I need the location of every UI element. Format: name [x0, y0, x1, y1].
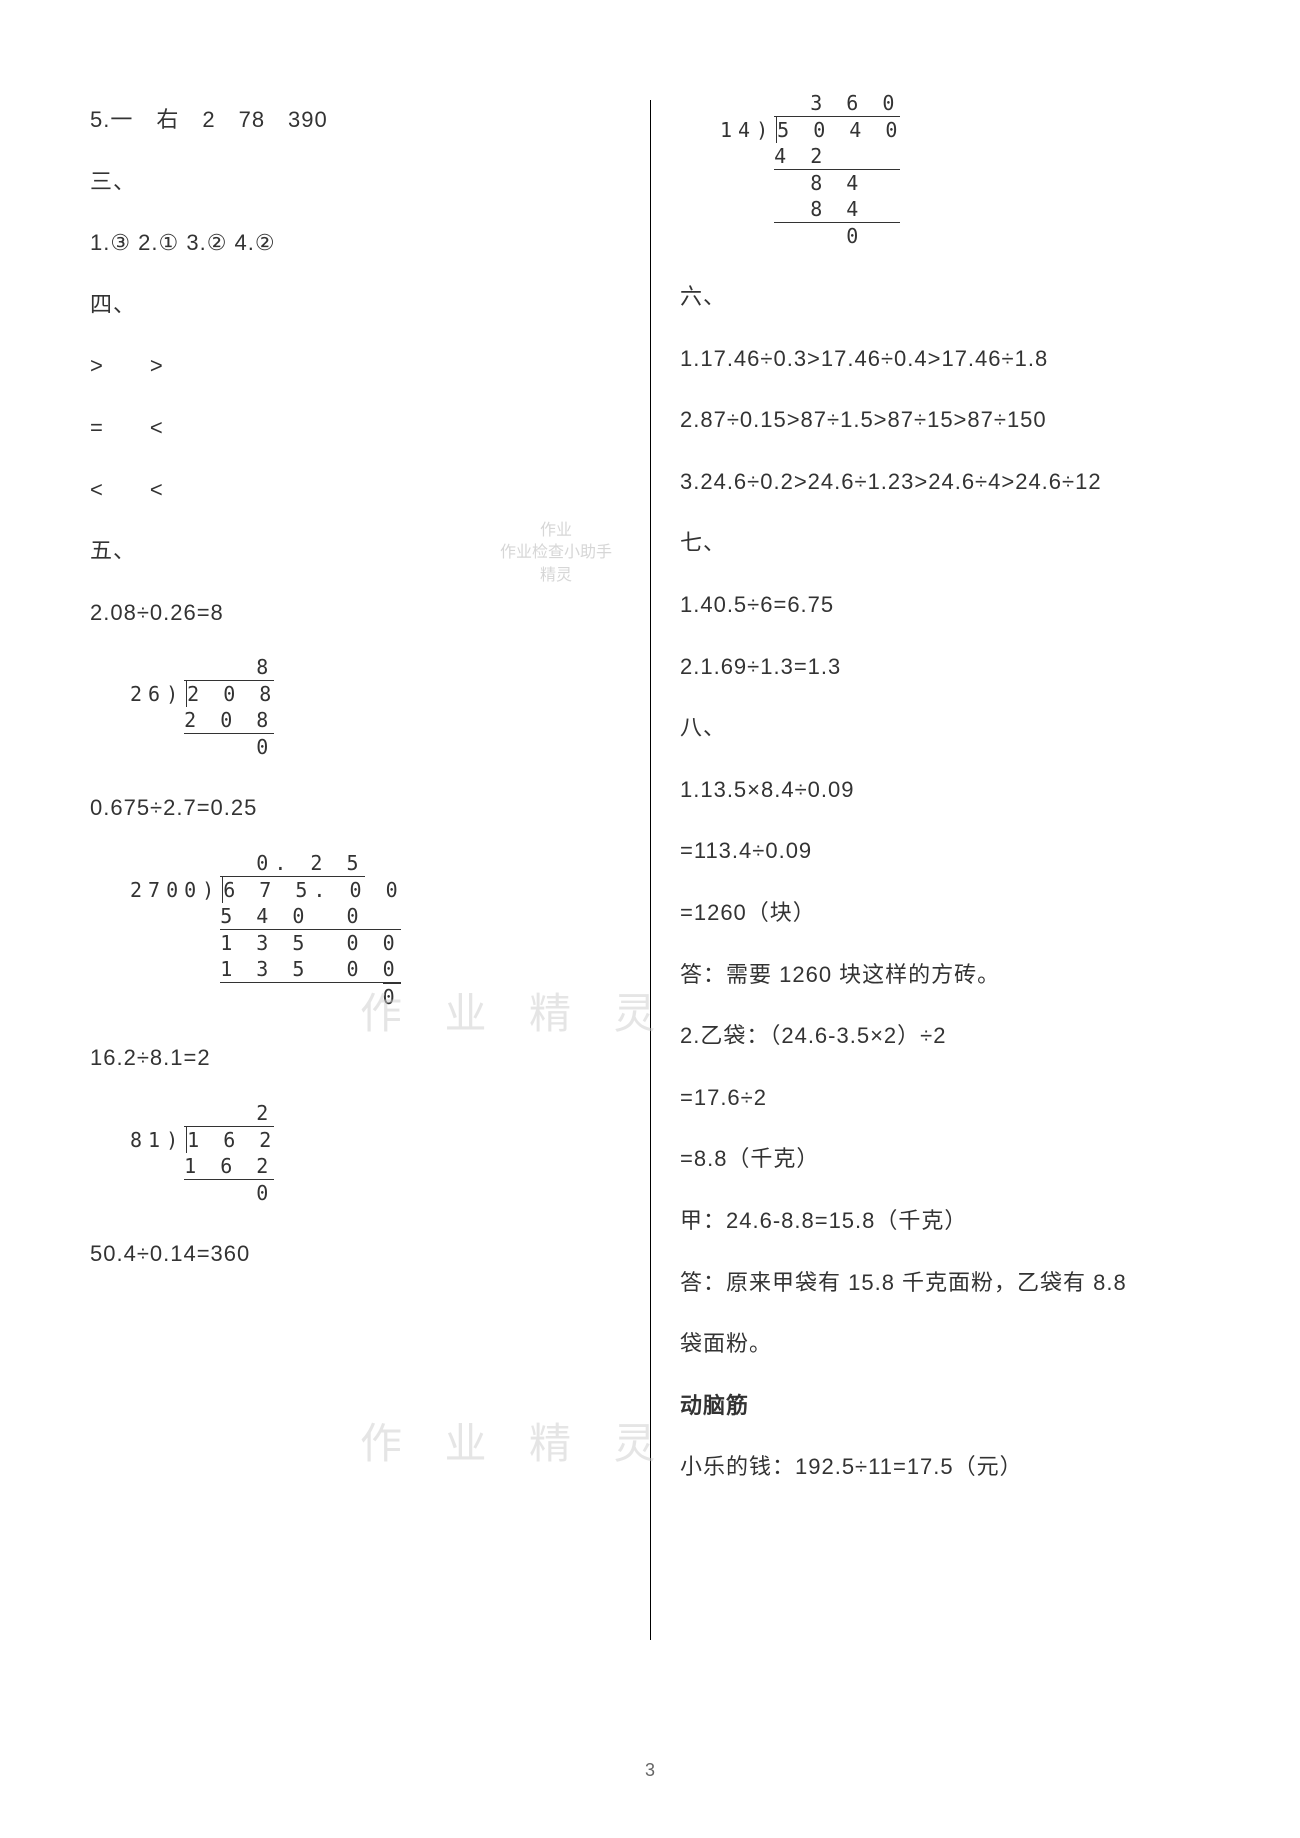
s8-2e: 答：原来甲袋有 15.8 千克面粉，乙袋有 8.8: [680, 1263, 1210, 1303]
s4-row3: < <: [90, 470, 620, 510]
q5-line: 5.一 右 2 78 390: [90, 100, 620, 140]
page-number: 3: [70, 1760, 1230, 1781]
long-division-4: 14) 3 6 0 14)5 0 4 0 14)4 2 14) 8 4 14) …: [720, 90, 1210, 249]
s7-1: 1.40.5÷6=6.75: [680, 585, 1210, 625]
right-column: 14) 3 6 0 14)5 0 4 0 14)4 2 14) 8 4 14) …: [650, 100, 1230, 1740]
section-8: 八、: [680, 708, 1210, 748]
s7-2: 2.1.69÷1.3=1.3: [680, 647, 1210, 687]
s8-1a: 1.13.5×8.4÷0.09: [680, 770, 1210, 810]
column-divider: [650, 100, 651, 1640]
s8-2c: =8.8（千克）: [680, 1139, 1210, 1179]
s4-row2: = <: [90, 408, 620, 448]
page-container: 5.一 右 2 78 390 三、 1.③ 2.① 3.② 4.② 四、 > >…: [70, 100, 1230, 1740]
s8-1b: =113.4÷0.09: [680, 831, 1210, 871]
s8-2b: =17.6÷2: [680, 1078, 1210, 1118]
long-division-1: 26) 8 26)2 0 8 26)2 0 8 26)2 0 0: [130, 654, 620, 760]
problem-1: 2.08÷0.26=8: [90, 593, 620, 633]
left-column: 5.一 右 2 78 390 三、 1.③ 2.① 3.② 4.② 四、 > >…: [70, 100, 650, 1740]
problem-3: 16.2÷8.1=2: [90, 1038, 620, 1078]
brain-heading: 动脑筋: [680, 1386, 1210, 1426]
s8-2d: 甲：24.6-8.8=15.8（千克）: [680, 1201, 1210, 1241]
s6-3: 3.24.6÷0.2>24.6÷1.23>24.6÷4>24.6÷12: [680, 462, 1210, 502]
s8-1c: =1260（块）: [680, 893, 1210, 933]
s6-2: 2.87÷0.15>87÷1.5>87÷15>87÷150: [680, 400, 1210, 440]
brain-1: 小乐的钱：192.5÷11=17.5（元）: [680, 1447, 1210, 1487]
problem-2: 0.675÷2.7=0.25: [90, 788, 620, 828]
problem-4: 50.4÷0.14=360: [90, 1234, 620, 1274]
long-division-3: 81) 2 81)1 6 2 81)1 6 2 81)1 6 0: [130, 1100, 620, 1206]
section-5: 五、: [90, 531, 620, 571]
section-3: 三、: [90, 162, 620, 202]
s8-2a: 2.乙袋：（24.6-3.5×2）÷2: [680, 1016, 1210, 1056]
section-3-answers: 1.③ 2.① 3.② 4.②: [90, 223, 620, 263]
section-4: 四、: [90, 285, 620, 325]
s4-row1: > >: [90, 346, 620, 386]
long-division-2: 2700) 0. 2 5 2700)6 7 5. 0 0 2700)5 4 0 …: [130, 850, 620, 1010]
s8-2f: 袋面粉。: [680, 1324, 1210, 1364]
s8-1d: 答：需要 1260 块这样的方砖。: [680, 955, 1210, 995]
section-6: 六、: [680, 277, 1210, 317]
section-7: 七、: [680, 523, 1210, 563]
s6-1: 1.17.46÷0.3>17.46÷0.4>17.46÷1.8: [680, 339, 1210, 379]
